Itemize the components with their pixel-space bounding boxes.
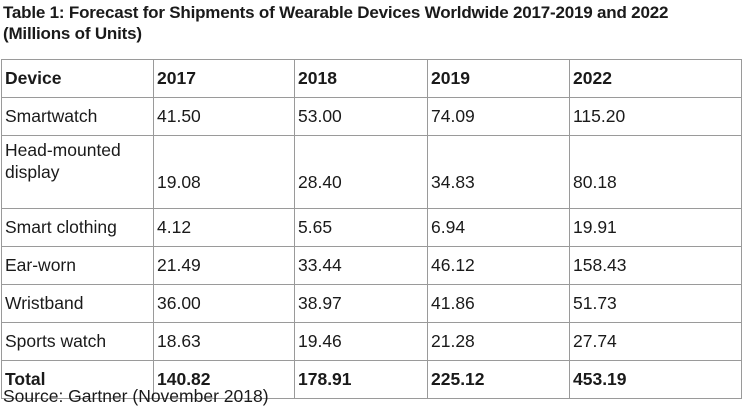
value-cell: 33.44 bbox=[294, 246, 428, 285]
header-2018: 2018 bbox=[294, 59, 428, 98]
value-cell: 19.46 bbox=[294, 322, 428, 361]
value-cell: 158.43 bbox=[569, 246, 742, 285]
value-cell: 46.12 bbox=[427, 246, 570, 285]
value-cell: 80.18 bbox=[569, 135, 742, 209]
device-cell: Sports watch bbox=[1, 322, 154, 361]
table-row: Smartwatch 41.50 53.00 74.09 115.20 bbox=[1, 97, 742, 136]
header-row: Device 2017 2018 2019 2022 bbox=[1, 59, 742, 98]
value-cell: 41.86 bbox=[427, 284, 570, 323]
table-title: Table 1: Forecast for Shipments of Weara… bbox=[3, 3, 669, 43]
value-cell: 21.49 bbox=[153, 246, 295, 285]
value-cell: 51.73 bbox=[569, 284, 742, 323]
source-note: Source: Gartner (November 2018) bbox=[3, 386, 269, 406]
value-cell: 115.20 bbox=[569, 97, 742, 136]
table-row: Head-mounted display 19.08 28.40 34.83 8… bbox=[1, 135, 742, 209]
value-cell: 19.91 bbox=[569, 208, 742, 247]
table-row: Smart clothing 4.12 5.65 6.94 19.91 bbox=[1, 208, 742, 247]
value-cell: 6.94 bbox=[427, 208, 570, 247]
total-value: 453.19 bbox=[569, 360, 742, 399]
total-value: 140.82 bbox=[153, 360, 295, 399]
table-row: Wristband 36.00 38.97 41.86 51.73 bbox=[1, 284, 742, 323]
table-row: Ear-worn 21.49 33.44 46.12 158.43 bbox=[1, 246, 742, 285]
value-cell: 36.00 bbox=[153, 284, 295, 323]
total-value: 225.12 bbox=[427, 360, 570, 399]
header-2022: 2022 bbox=[569, 59, 742, 98]
header-device: Device bbox=[1, 59, 154, 98]
value-cell: 53.00 bbox=[294, 97, 428, 136]
device-cell: Ear-worn bbox=[1, 246, 154, 285]
device-cell: Wristband bbox=[1, 284, 154, 323]
total-value: 178.91 bbox=[294, 360, 428, 399]
value-cell: 27.74 bbox=[569, 322, 742, 361]
value-cell: 74.09 bbox=[427, 97, 570, 136]
forecast-table: Device 2017 2018 2019 2022 Smartwatch 41… bbox=[1, 59, 742, 399]
value-cell: 38.97 bbox=[294, 284, 428, 323]
value-cell: 5.65 bbox=[294, 208, 428, 247]
header-2017: 2017 bbox=[153, 59, 295, 98]
total-label: Total bbox=[1, 360, 154, 399]
value-cell: 21.28 bbox=[427, 322, 570, 361]
header-2019: 2019 bbox=[427, 59, 570, 98]
device-cell: Smartwatch bbox=[1, 97, 154, 136]
value-cell: 19.08 bbox=[153, 135, 295, 209]
value-cell: 34.83 bbox=[427, 135, 570, 209]
device-cell: Head-mounted display bbox=[1, 135, 154, 209]
device-cell: Smart clothing bbox=[1, 208, 154, 247]
value-cell: 4.12 bbox=[153, 208, 295, 247]
total-row: Total 140.82 178.91 225.12 453.19 bbox=[1, 360, 742, 399]
value-cell: 28.40 bbox=[294, 135, 428, 209]
table-row: Sports watch 18.63 19.46 21.28 27.74 bbox=[1, 322, 742, 361]
value-cell: 18.63 bbox=[153, 322, 295, 361]
value-cell: 41.50 bbox=[153, 97, 295, 136]
